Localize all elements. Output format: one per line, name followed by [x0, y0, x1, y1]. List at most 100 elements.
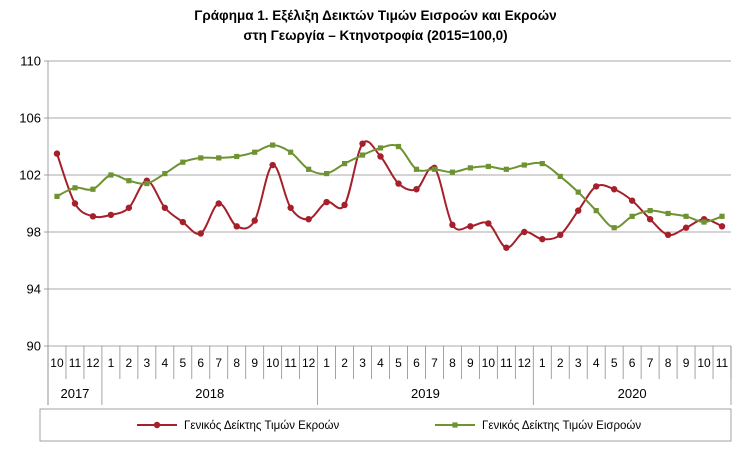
data-point — [449, 169, 456, 175]
data-point — [539, 235, 546, 243]
x-tick-label: 8 — [665, 356, 672, 370]
data-point — [144, 180, 150, 187]
legend-label: Γενικός Δείκτης Τιμών Εκροών — [184, 420, 339, 432]
data-point — [341, 201, 348, 209]
data-point — [665, 210, 671, 217]
x-tick-label: 4 — [161, 356, 168, 370]
data-point — [125, 204, 133, 211]
x-tick-label: 10 — [266, 356, 280, 370]
legend: Γενικός Δείκτης Τιμών Εκροών Γενικός Δείκ… — [39, 408, 732, 442]
data-point — [683, 213, 689, 219]
data-point — [503, 166, 509, 172]
x-tick-label: 11 — [69, 356, 82, 370]
x-tick-label: 7 — [647, 356, 654, 370]
legend-marker — [452, 422, 458, 428]
x-tick-label: 5 — [611, 356, 618, 370]
x-tick-label: 2 — [126, 356, 133, 370]
data-point — [377, 145, 384, 151]
data-point — [647, 208, 653, 214]
chart-title: Γράφημα 1. Εξέλιξη Δεικτών Τιμών Εισροών… — [0, 6, 751, 46]
data-point — [521, 162, 527, 168]
x-tick-label: 1 — [108, 356, 115, 370]
data-point — [359, 140, 366, 147]
data-point — [377, 153, 384, 160]
data-point — [89, 213, 97, 220]
data-point — [233, 223, 240, 230]
y-tick-label: 106 — [19, 111, 41, 126]
x-tick-label: 9 — [683, 356, 690, 370]
x-tick-label: 1 — [539, 356, 546, 370]
data-point — [719, 213, 725, 219]
x-tick-label: 10 — [697, 356, 711, 370]
x-tick-label: 8 — [233, 356, 240, 370]
data-point — [628, 197, 636, 204]
data-point — [467, 165, 473, 171]
data-point — [557, 173, 563, 180]
data-point — [521, 228, 528, 236]
series-2 — [54, 142, 725, 231]
y-tick-label: 90 — [27, 339, 41, 354]
series-layer — [53, 140, 726, 251]
data-point — [107, 211, 115, 219]
data-point — [718, 223, 726, 230]
x-tick-label: 11 — [284, 356, 297, 370]
x-tick-label: 3 — [359, 356, 366, 370]
data-point — [126, 178, 132, 184]
data-point — [288, 149, 294, 155]
x-tick-label: 11 — [716, 356, 729, 370]
y-tick-label: 94 — [27, 282, 41, 297]
data-point — [269, 161, 276, 169]
data-point — [71, 200, 79, 207]
data-point — [539, 161, 545, 167]
data-point — [215, 200, 222, 207]
data-point — [575, 189, 581, 195]
data-point — [198, 155, 204, 161]
data-point — [54, 193, 60, 199]
x-tick-label: 4 — [593, 356, 600, 370]
legend-box — [39, 408, 732, 442]
x-tick-label: 3 — [144, 356, 151, 370]
x-tick-label: 8 — [449, 356, 456, 370]
data-point — [629, 213, 635, 219]
x-tick-label: 7 — [431, 356, 438, 370]
x-tick-label: 3 — [575, 356, 582, 370]
x-tick-label: 4 — [377, 356, 384, 370]
data-point — [485, 220, 492, 227]
data-point — [252, 149, 258, 155]
data-point — [270, 142, 276, 148]
data-point — [611, 225, 617, 231]
data-point — [413, 166, 420, 172]
data-point — [359, 152, 366, 158]
x-tick-label: 2 — [557, 356, 564, 370]
x-tick-label: 6 — [413, 356, 420, 370]
x-tick-label: 12 — [302, 356, 316, 370]
data-point — [646, 215, 654, 223]
data-point — [53, 150, 61, 157]
data-point — [701, 219, 707, 225]
y-tick-label: 102 — [19, 168, 41, 183]
x-tick-label: 2 — [341, 356, 348, 370]
data-point — [162, 170, 168, 177]
data-point — [575, 207, 582, 214]
data-point — [592, 183, 600, 190]
data-point — [197, 230, 204, 237]
data-point — [251, 217, 258, 224]
x-tick-label: 12 — [86, 356, 100, 370]
y-tick-label: 98 — [27, 225, 41, 240]
data-point — [503, 244, 510, 251]
year-label: 2020 — [618, 386, 647, 401]
series-1 — [53, 140, 726, 251]
data-point — [108, 172, 114, 178]
data-point — [72, 185, 78, 191]
data-point — [682, 224, 690, 231]
y-tick-label: 110 — [20, 54, 41, 69]
data-point — [234, 153, 240, 160]
x-tick-label: 6 — [197, 356, 204, 370]
x-tick-label: 5 — [179, 356, 186, 370]
x-tick-label: 12 — [518, 356, 532, 370]
x-tick-label: 11 — [500, 356, 513, 370]
data-point — [557, 231, 564, 239]
legend-marker — [153, 421, 161, 429]
data-point — [216, 155, 222, 161]
x-tick-label: 6 — [629, 356, 636, 370]
